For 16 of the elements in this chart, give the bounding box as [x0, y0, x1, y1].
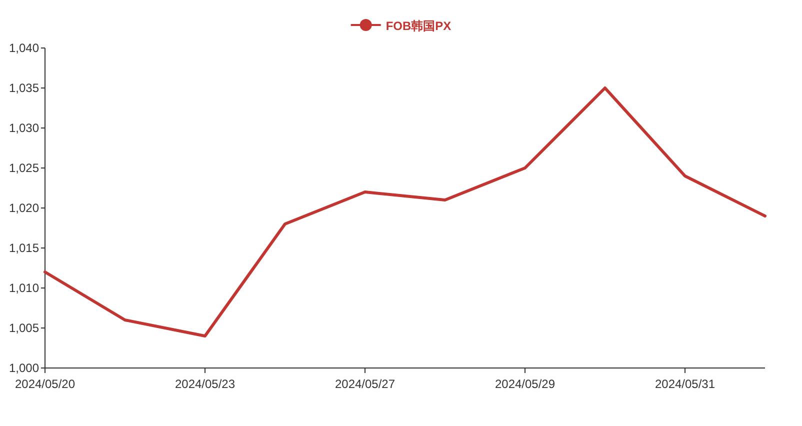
- y-tick-label: 1,005: [8, 321, 40, 335]
- x-tick-label: 2024/05/27: [334, 377, 396, 391]
- y-tick-label: 1,000: [8, 361, 40, 375]
- x-tick-label: 2024/05/31: [654, 377, 716, 391]
- legend-label: FOB韩国PX: [386, 19, 452, 33]
- y-tick-label: 1,025: [8, 161, 40, 175]
- y-tick-label: 1,015: [8, 241, 40, 255]
- y-tick-label: 1,030: [8, 121, 40, 135]
- line-series: [44, 86, 766, 338]
- y-tick-label: 1,035: [8, 81, 40, 95]
- y-tick-label: 1,040: [8, 41, 40, 55]
- x-tick-label: 2024/05/20: [14, 377, 76, 391]
- x-tick-label: 2024/05/23: [174, 377, 236, 391]
- x-tick-label: 2024/05/29: [494, 377, 556, 391]
- y-tick-label: 1,010: [8, 281, 40, 295]
- y-tick-label: 1,020: [8, 201, 40, 215]
